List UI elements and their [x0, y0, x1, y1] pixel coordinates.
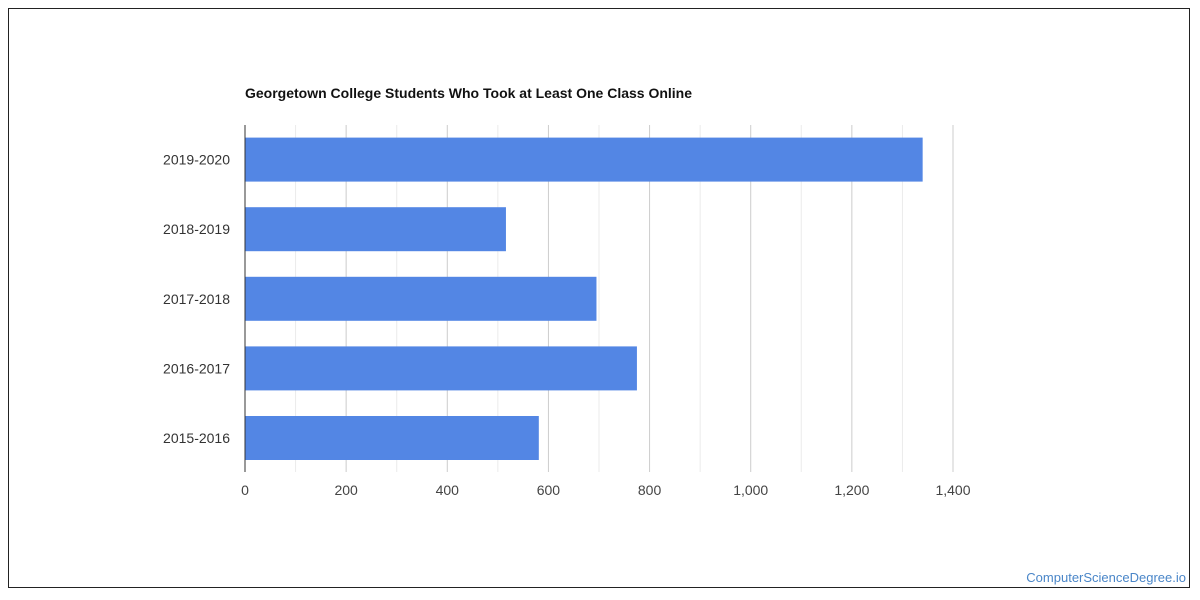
x-tick-label: 1,200 — [834, 482, 869, 498]
source-watermark[interactable]: ComputerScienceDegree.io — [1026, 570, 1186, 585]
bar-2019-2020 — [245, 137, 923, 182]
x-tick-label: 600 — [537, 482, 561, 498]
x-tick-label: 1,000 — [733, 482, 768, 498]
bar-2016-2017 — [245, 346, 637, 391]
category-label: 2016-2017 — [163, 360, 230, 376]
chart-title: Georgetown College Students Who Took at … — [245, 85, 693, 101]
x-tick-label: 0 — [241, 482, 249, 498]
x-tick-label: 800 — [638, 482, 662, 498]
x-tick-label: 1,400 — [935, 482, 970, 498]
category-label: 2018-2019 — [163, 221, 230, 237]
category-label: 2015-2016 — [163, 430, 230, 446]
bar-2015-2016 — [245, 416, 539, 460]
bar-2017-2018 — [245, 276, 597, 321]
category-label: 2017-2018 — [163, 291, 230, 307]
category-label: 2019-2020 — [163, 152, 230, 168]
x-tick-label: 200 — [334, 482, 358, 498]
x-tick-label: 400 — [436, 482, 460, 498]
bar-2018-2019 — [245, 207, 506, 252]
